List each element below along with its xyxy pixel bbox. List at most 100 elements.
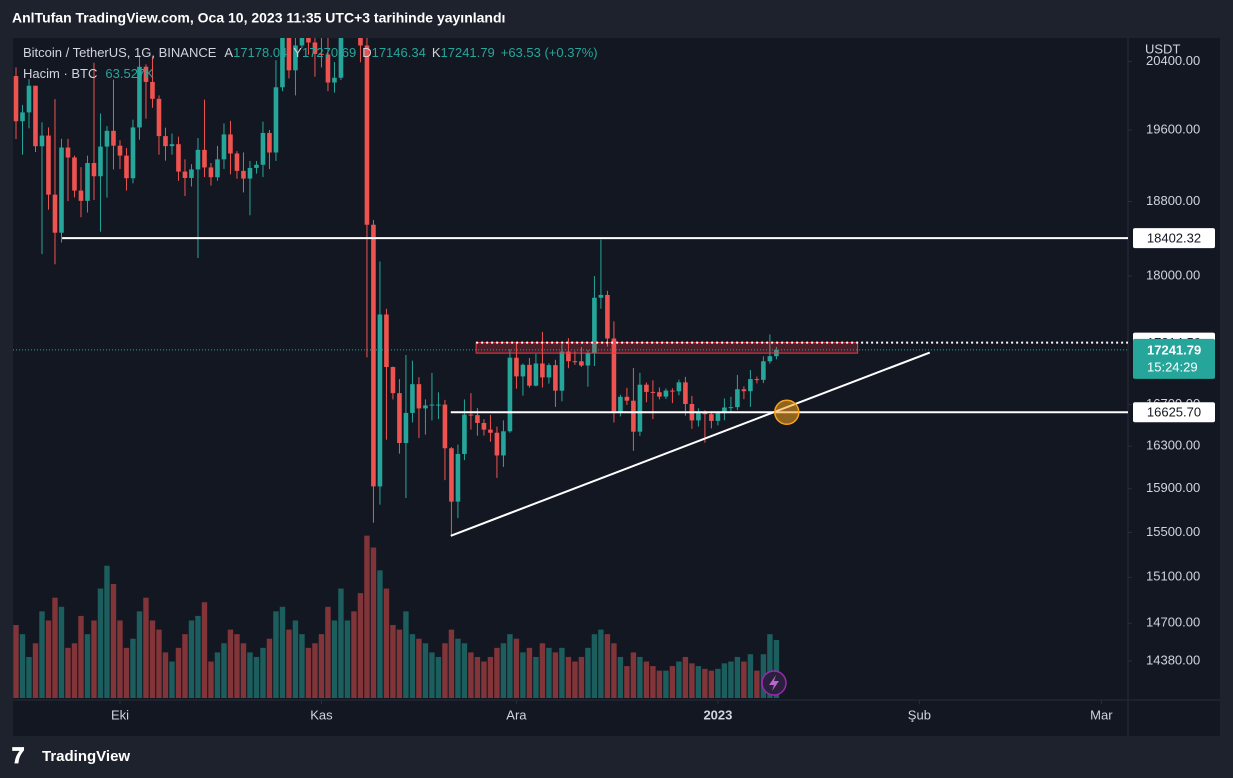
candle-body [449,448,454,502]
candle-body [260,132,266,165]
candle-body [65,147,71,158]
volume-bar [279,606,286,698]
volume-bar [260,647,266,698]
volume-bar [637,656,643,698]
candle-body [390,367,396,394]
overlay: 20400.0019600.0018800.0018000.0016700.00… [111,53,1215,722]
candle-body [267,132,272,153]
volume-bar [539,643,546,698]
candle-body [208,167,214,178]
candle-body [364,45,370,225]
candle-body [644,384,649,392]
volume-bar [149,620,156,698]
volume-bar [754,670,760,698]
candle-body [442,404,448,449]
volume-bar [598,629,604,698]
candle-body [631,400,636,432]
volume-bar [643,661,650,698]
level-label-box [1133,402,1215,423]
candle-body [462,414,467,454]
logo-mark: 𝟕 [12,743,25,768]
volume-bar [552,652,559,698]
volume-bar [32,643,39,698]
y-tick-label: 19600.00 [1146,121,1200,136]
volume-bar [19,634,26,698]
volume-bar [240,643,247,698]
volume-bar [286,629,292,698]
volume-bar [663,670,669,698]
volume-bar [487,656,494,698]
x-tick-label: Ara [506,707,527,722]
candle-body [579,361,584,366]
touch-marker [774,399,800,425]
volume-bar [741,661,747,698]
candle-body [566,351,571,362]
volume-bar [130,638,136,698]
candle-body [761,361,766,380]
volume-bar [429,652,435,698]
y-tick-label: 18800.00 [1146,193,1200,208]
volume-bar [461,643,468,698]
volume-bar [377,570,383,698]
volume-bar [182,634,188,698]
candle-body [696,411,701,421]
volume-bar [513,638,520,698]
y-tick-label: 15900.00 [1146,480,1200,495]
candle-body [143,66,149,82]
volume-bar [669,666,676,698]
ohlc-value: 17178.04 [233,45,287,60]
candle-body [533,363,539,386]
volume-legend: Hacim · BTC 63.527K [23,66,154,81]
volume-bar [409,634,416,698]
volume-bar [507,634,513,698]
candle-body [26,85,32,113]
candle-body [605,294,610,339]
ohlc-letter: K [432,45,441,60]
candle-body [189,169,194,178]
volume-bar [416,638,422,698]
volume-bar [559,647,565,698]
volume-bar [299,634,305,698]
volume-bar [65,647,71,698]
volume-bar [175,647,182,698]
volume-bar [351,611,357,698]
volume-bar [357,593,364,698]
countdown: 15:24:29 [1147,359,1198,374]
candle-body [540,363,545,378]
candle-body [624,396,630,401]
x-tick-label: 2023 [703,707,732,722]
candle-body [163,136,168,147]
y-tick-label: 18000.00 [1146,267,1200,282]
candle-body [306,38,311,43]
candle-body [728,407,734,409]
volume-bar [689,663,695,698]
candle-body [85,162,90,201]
change: +63.53 (+0.37%) [501,45,598,60]
volume-bar [747,654,754,698]
volume-bar [78,615,84,698]
candle-body [592,297,597,354]
candle-body [241,170,246,179]
candle-body [46,135,51,195]
candle-body [98,146,103,177]
candle-body [657,392,662,397]
y-axis-label: USDT [1145,41,1180,56]
volume-bar [396,629,403,698]
volume-bar [676,661,682,698]
volume-bar [721,663,728,698]
candle-body [754,379,760,381]
volume-bar [305,647,312,698]
volume-bar [695,666,702,698]
level-label: 16625.70 [1147,405,1201,420]
candle-body [488,429,493,433]
current-price-label: 17241.79 [1147,342,1201,357]
volume-bar [734,656,741,698]
plot-area [13,38,1128,698]
ohlc-letter: A [224,45,233,60]
candle-body [33,85,38,147]
legend-line: Bitcoin / TetherUS, 1G, BINANCE A17178.04… [23,45,598,60]
volume-bar [715,668,721,698]
current-price-box [1133,338,1215,379]
x-tick-label: Mar [1090,707,1113,722]
